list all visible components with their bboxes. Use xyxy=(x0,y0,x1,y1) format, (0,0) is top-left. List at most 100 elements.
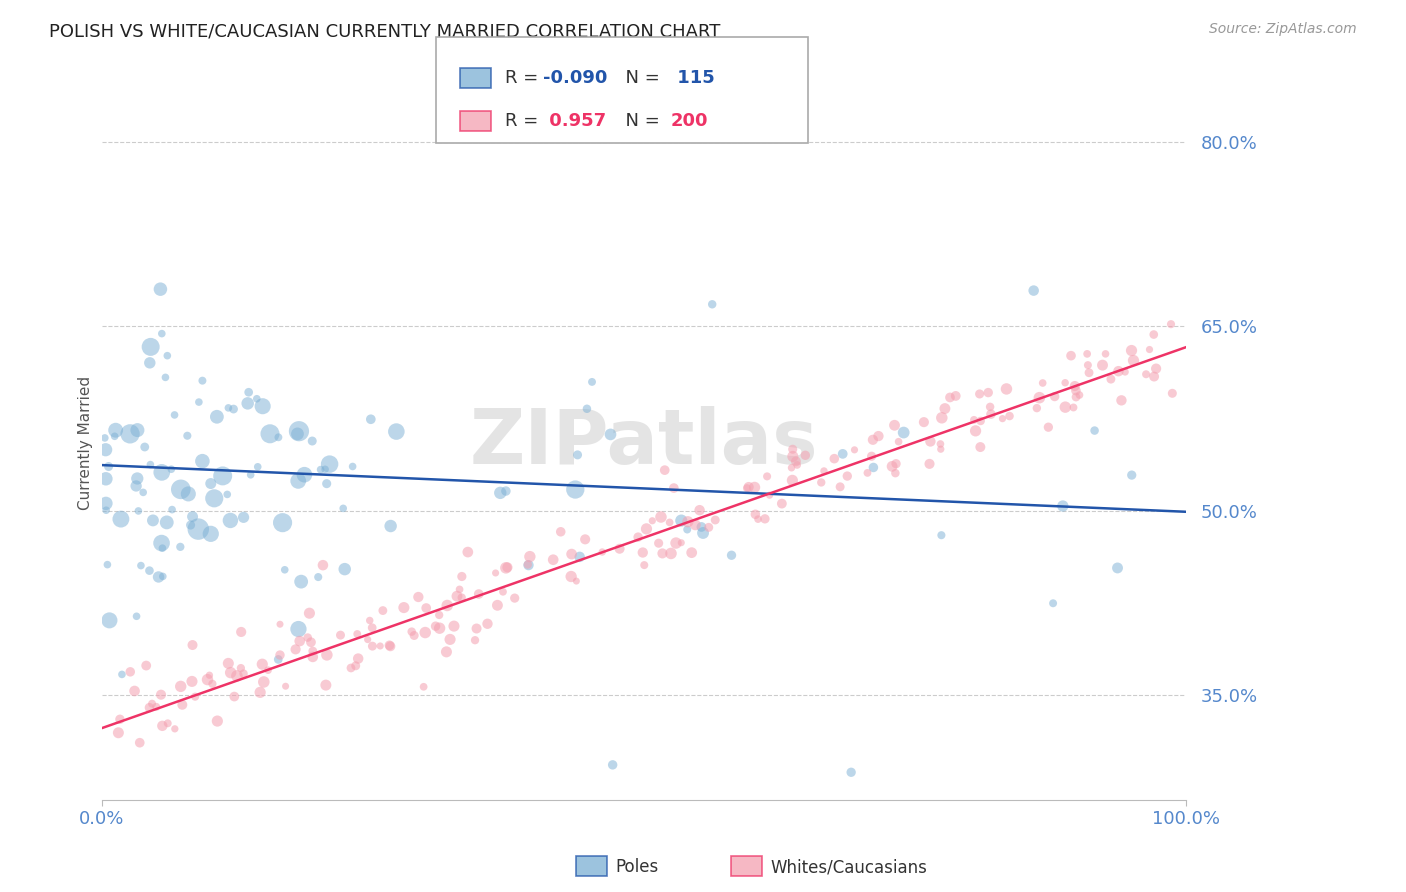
Point xyxy=(1135,368,1157,382)
Point xyxy=(288,424,311,438)
Point xyxy=(118,426,141,441)
Point xyxy=(969,387,991,401)
Point xyxy=(786,458,808,472)
Text: Source: ZipAtlas.com: Source: ZipAtlas.com xyxy=(1209,22,1357,37)
Point xyxy=(1054,376,1077,390)
Point xyxy=(267,430,290,444)
Text: 115: 115 xyxy=(671,70,714,87)
Point xyxy=(575,401,598,416)
Point xyxy=(315,476,337,491)
Point xyxy=(831,447,853,461)
Point xyxy=(160,462,183,476)
Point xyxy=(464,633,486,648)
Point xyxy=(187,522,209,536)
Point xyxy=(135,658,157,673)
Point xyxy=(274,679,297,693)
Point xyxy=(111,667,134,681)
Point xyxy=(1062,401,1084,415)
Point xyxy=(181,638,204,652)
Point xyxy=(125,479,148,493)
Point xyxy=(517,558,540,573)
Point xyxy=(150,688,173,702)
Point xyxy=(633,558,655,573)
Point xyxy=(139,458,162,472)
Point xyxy=(929,437,952,451)
Point xyxy=(163,408,186,422)
Point xyxy=(155,370,177,384)
Point xyxy=(560,569,582,583)
Point xyxy=(1084,424,1107,438)
Point xyxy=(361,639,384,653)
Point xyxy=(1025,401,1047,416)
Point xyxy=(288,634,311,648)
Point xyxy=(489,486,512,500)
Point xyxy=(309,462,332,476)
Point xyxy=(156,516,179,530)
Point xyxy=(979,400,1001,414)
Point xyxy=(516,558,538,572)
Point xyxy=(104,429,127,443)
Point xyxy=(413,625,436,640)
Point xyxy=(1121,468,1143,483)
Point xyxy=(609,541,631,556)
Point xyxy=(170,483,193,497)
Point xyxy=(127,504,149,518)
Point xyxy=(94,442,117,457)
Text: 0.957: 0.957 xyxy=(543,112,606,130)
Point xyxy=(225,669,247,683)
Point xyxy=(477,616,499,631)
Text: R =: R = xyxy=(505,112,544,130)
Point xyxy=(1032,376,1054,390)
Point xyxy=(484,566,506,580)
Point xyxy=(1143,327,1166,342)
Point xyxy=(301,649,323,664)
Point xyxy=(568,549,591,564)
Point xyxy=(744,508,766,522)
Point xyxy=(965,424,987,438)
Point xyxy=(1077,358,1099,372)
Point xyxy=(380,640,402,654)
Point xyxy=(574,533,596,547)
Point xyxy=(883,418,905,433)
Point xyxy=(565,574,588,588)
Point xyxy=(756,469,779,483)
Point xyxy=(160,502,183,516)
Point xyxy=(392,600,415,615)
Point xyxy=(342,459,364,474)
Point xyxy=(839,765,862,780)
Point xyxy=(252,657,274,672)
Point xyxy=(259,426,281,441)
Point xyxy=(1099,372,1122,386)
Point xyxy=(794,448,817,462)
Point xyxy=(132,485,155,500)
Point xyxy=(884,466,907,480)
Point xyxy=(252,399,274,413)
Point xyxy=(995,382,1018,396)
Point xyxy=(176,429,198,443)
Text: R =: R = xyxy=(505,70,544,87)
Point xyxy=(1078,366,1101,380)
Point xyxy=(1121,343,1143,358)
Point xyxy=(191,374,214,388)
Point xyxy=(378,638,401,652)
Point xyxy=(361,621,384,635)
Point xyxy=(737,480,759,494)
Point xyxy=(287,622,309,636)
Point xyxy=(191,454,214,468)
Point xyxy=(299,635,322,649)
Point xyxy=(346,627,368,641)
Point xyxy=(1042,596,1064,610)
Point xyxy=(519,549,541,564)
Point xyxy=(495,484,517,499)
Point xyxy=(1038,420,1060,434)
Point xyxy=(704,513,727,527)
Point xyxy=(658,516,681,530)
Point xyxy=(810,475,832,490)
Point xyxy=(232,666,254,681)
Point xyxy=(496,560,519,574)
Point xyxy=(929,442,952,457)
Point xyxy=(1091,358,1114,372)
Point xyxy=(692,525,714,540)
Point xyxy=(152,541,174,556)
Point xyxy=(181,674,204,689)
